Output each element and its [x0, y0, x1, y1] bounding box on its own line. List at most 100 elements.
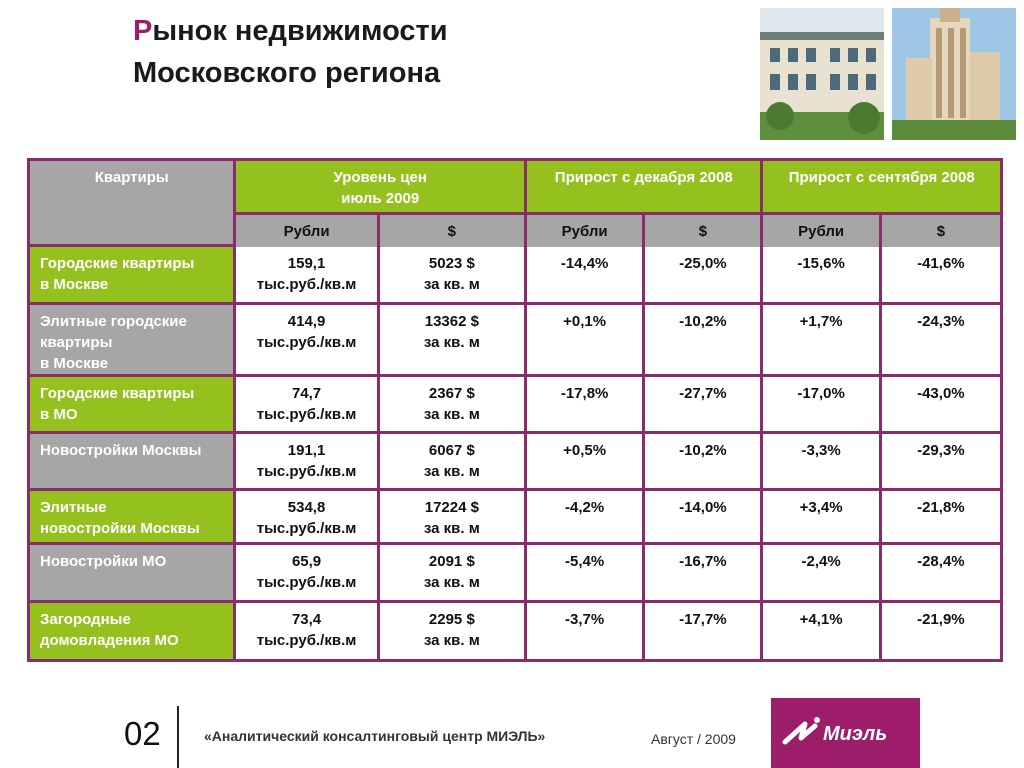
header-price-line-2: июль 2009: [341, 190, 420, 207]
price-rub-line: 159,1: [287, 255, 326, 273]
growth-sep-rub-cell: +3,4%: [763, 491, 882, 546]
row-label-line: Городские квартиры: [40, 255, 195, 273]
growth-sep-usd-cell: -21,8%: [881, 491, 1000, 546]
row-label-line: Элитные городские: [40, 312, 187, 330]
price-usd-line: 2295 $: [428, 610, 475, 628]
price-rub-line: тыс.руб./кв.м: [256, 520, 357, 538]
header-growth-september: Прирост с сентября 2008: [763, 161, 1000, 216]
real-estate-table: Квартиры Уровень цен июль 2009 Прирост с…: [27, 158, 1003, 662]
growth-sep-usd-cell: -29,3%: [881, 434, 1000, 492]
row-label: Городские квартиры в Москве: [30, 247, 237, 305]
growth-dec-usd-cell: -10,2%: [645, 434, 764, 492]
price-usd-line: за кв. м: [423, 574, 480, 592]
price-usd-cell: 2295 $ за кв. м: [379, 602, 527, 659]
header-growth-december: Прирост с декабря 2008: [527, 161, 764, 216]
row-label: Новостройки МО: [30, 545, 237, 603]
growth-sep-usd-cell: -21,9%: [881, 602, 1000, 659]
price-usd-line: 13362 $: [424, 312, 479, 330]
price-usd-cell: 17224 $ за кв. м: [379, 491, 527, 546]
growth-dec-rub-cell: +0,1%: [527, 304, 646, 377]
row-label-line: Загородные: [40, 610, 131, 628]
growth-dec-usd-cell: -27,7%: [645, 376, 764, 435]
tower-photo: [892, 8, 1016, 140]
building-photo: [760, 8, 884, 140]
price-rub-cell: 191,1 тыс.руб./кв.м: [236, 434, 380, 492]
logo-text: Миэль: [823, 723, 887, 745]
price-rub-line: 65,9: [291, 553, 322, 571]
price-usd-line: 17224 $: [424, 499, 479, 517]
growth-dec-rub-cell: -17,8%: [527, 376, 646, 435]
growth-dec-rub-cell: -14,4%: [527, 247, 646, 305]
footer-date: Август / 2009: [651, 731, 736, 747]
price-rub-cell: 73,4 тыс.руб./кв.м: [236, 602, 380, 659]
row-label-line: новостройки Москвы: [40, 520, 200, 538]
row-label: Загородные домовладения МО: [30, 602, 237, 659]
price-rub-cell: 534,8 тыс.руб./кв.м: [236, 491, 380, 546]
page-number: 02: [124, 715, 161, 752]
header-price-line-1: Уровень цен: [333, 169, 427, 186]
price-rub-cell: 159,1 тыс.руб./кв.м: [236, 247, 380, 305]
table-header-row: Квартиры Уровень цен июль 2009 Прирост с…: [30, 161, 1000, 248]
table-row: Городские квартиры в МО 74,7 тыс.руб./кв.м 2…: [30, 376, 1000, 435]
price-usd-line: за кв. м: [423, 405, 480, 423]
price-usd-line: 2367 $: [428, 384, 475, 402]
header-apartments-label: Квартиры: [94, 169, 169, 186]
header-apartments: Квартиры: [30, 161, 237, 248]
row-label-line: домовладения МО: [40, 631, 179, 649]
table-row: Новостройки МО 65,9 тыс.руб./кв.м 2091 $ за …: [30, 545, 1000, 603]
growth-dec-rub-cell: -5,4%: [527, 545, 646, 603]
subheader-rub: Рубли: [763, 215, 882, 248]
subheader-rub: Рубли: [236, 215, 380, 248]
miel-logo: Миэль: [771, 698, 920, 768]
price-rub-line: 74,7: [291, 384, 322, 402]
price-rub-line: тыс.руб./кв.м: [256, 631, 357, 649]
growth-dec-usd-cell: -10,2%: [645, 304, 764, 377]
growth-sep-rub-cell: -2,4%: [763, 545, 882, 603]
growth-sep-rub-cell: -15,6%: [763, 247, 882, 305]
growth-dec-usd-cell: -16,7%: [645, 545, 764, 603]
subheader-rub: Рубли: [527, 215, 646, 248]
row-label: Элитные новостройки Москвы: [30, 491, 237, 546]
price-usd-line: 6067 $: [428, 442, 475, 460]
growth-sep-rub-cell: +4,1%: [763, 602, 882, 659]
price-rub-line: 414,9: [287, 312, 326, 330]
growth-dec-usd-cell: -17,7%: [645, 602, 764, 659]
title-line-1-rest: ынок недвижимости: [152, 15, 448, 47]
title-line-2: Московского региона: [133, 57, 441, 89]
growth-dec-usd-cell: -25,0%: [645, 247, 764, 305]
price-usd-line: 2091 $: [428, 553, 475, 571]
price-rub-line: 73,4: [291, 610, 322, 628]
row-label-line: в Москве: [40, 276, 109, 294]
price-rub-line: тыс.руб./кв.м: [256, 405, 357, 423]
price-usd-cell: 6067 $ за кв. м: [379, 434, 527, 492]
growth-sep-rub-cell: -3,3%: [763, 434, 882, 492]
subheader-usd: $: [881, 215, 1000, 248]
price-usd-line: за кв. м: [423, 631, 480, 649]
footer-divider: [177, 706, 179, 768]
price-rub-line: тыс.руб./кв.м: [256, 463, 357, 481]
price-rub-line: тыс.руб./кв.м: [256, 276, 357, 294]
price-usd-line: за кв. м: [423, 333, 480, 351]
price-usd-line: за кв. м: [423, 520, 480, 538]
price-usd-line: за кв. м: [423, 463, 480, 481]
growth-dec-usd-cell: -14,0%: [645, 491, 764, 546]
growth-sep-rub-cell: +1,7%: [763, 304, 882, 377]
growth-dec-rub-cell: -3,7%: [527, 602, 646, 659]
table-row: Городские квартиры в Москве 159,1 тыс.руб./…: [30, 247, 1000, 305]
price-rub-line: тыс.руб./кв.м: [256, 333, 357, 351]
price-usd-cell: 5023 $ за кв. м: [379, 247, 527, 305]
growth-dec-rub-cell: -4,2%: [527, 491, 646, 546]
growth-sep-usd-cell: -28,4%: [881, 545, 1000, 603]
price-rub-cell: 65,9 тыс.руб./кв.м: [236, 545, 380, 603]
table-row: Элитные городские квартиры в Москве 414,9 ты…: [30, 304, 1000, 377]
table-row: Загородные домовладения МО 73,4 тыс.руб./кв…: [30, 602, 1000, 659]
subheader-usd: $: [379, 215, 527, 248]
row-label-line: в Москве: [40, 354, 109, 372]
growth-sep-rub-cell: -17,0%: [763, 376, 882, 435]
row-label: Новостройки Москвы: [30, 434, 237, 492]
header-price-level: Уровень цен июль 2009: [236, 161, 527, 216]
title-line-1: Рынок недвижимости: [133, 10, 448, 52]
growth-sep-usd-cell: -24,3%: [881, 304, 1000, 377]
table-subheader-row: Рубли $ Рубли $ Рубли $: [30, 215, 1000, 248]
row-label-line: Элитные: [40, 499, 107, 517]
